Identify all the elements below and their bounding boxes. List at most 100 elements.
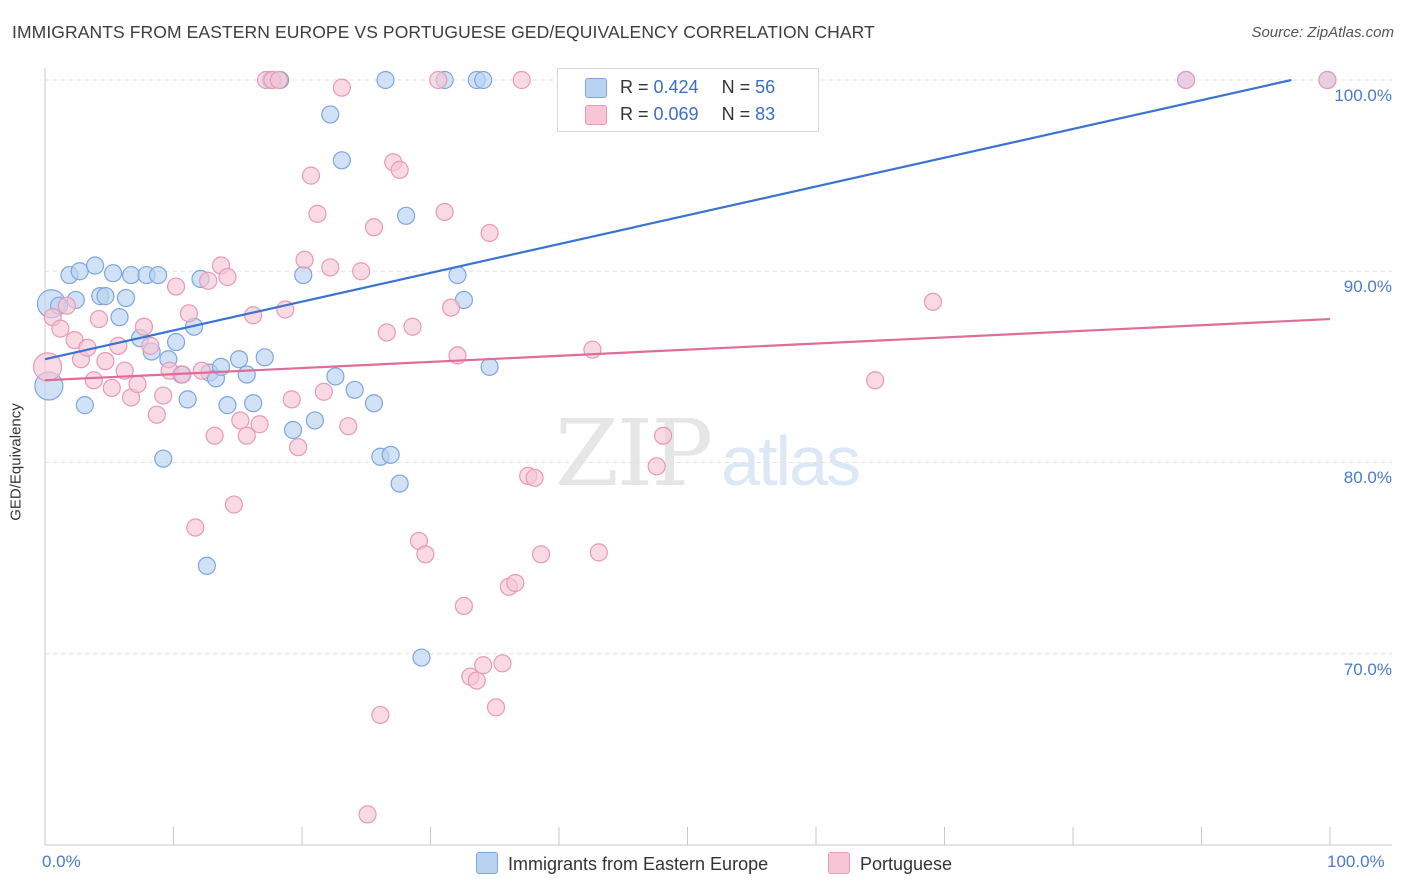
scatter-point bbox=[647, 457, 666, 476]
scatter-point bbox=[192, 361, 211, 380]
scatter-point bbox=[589, 543, 608, 562]
scatter-point bbox=[376, 70, 395, 90]
scatter-point bbox=[474, 70, 493, 90]
scatter-point bbox=[110, 308, 129, 327]
scatter-point bbox=[121, 265, 141, 285]
legend-r-value: 0.069 bbox=[653, 104, 699, 124]
scatter-point bbox=[441, 298, 461, 317]
scatter-point bbox=[531, 545, 551, 564]
scatter-point bbox=[352, 262, 371, 281]
bottom-legend-label: Immigrants from Eastern Europe bbox=[508, 854, 769, 874]
scatter-point bbox=[115, 361, 134, 380]
scatter-point bbox=[301, 166, 321, 185]
scatter-point bbox=[493, 654, 512, 673]
scatter-point bbox=[237, 365, 256, 384]
scatter-point bbox=[89, 309, 109, 329]
scatter-point bbox=[345, 380, 364, 399]
scatter-point bbox=[141, 336, 160, 355]
scatter-point bbox=[237, 426, 256, 445]
scatter-point bbox=[506, 573, 525, 593]
scatter-point bbox=[358, 805, 377, 824]
legend-r-label: R = bbox=[620, 104, 654, 124]
scatter-point bbox=[147, 405, 166, 424]
scatter-point bbox=[51, 319, 70, 338]
scatter-point bbox=[154, 386, 173, 405]
scatter-point bbox=[255, 348, 274, 367]
scatter-point bbox=[282, 390, 301, 409]
scatter-point bbox=[332, 78, 351, 97]
y-tick-label: 70.0% bbox=[1343, 660, 1392, 679]
scatter-point bbox=[866, 371, 885, 390]
scatter-point bbox=[412, 648, 431, 667]
scatter-point bbox=[339, 417, 358, 436]
scatter-point bbox=[244, 306, 263, 325]
scatter-point bbox=[96, 352, 115, 371]
y-tick-label: 80.0% bbox=[1343, 468, 1392, 487]
scatter-point bbox=[583, 340, 602, 359]
scatter-point bbox=[364, 394, 384, 413]
legend-swatch-pink bbox=[585, 105, 607, 125]
bottom-legend-swatch-blue bbox=[476, 852, 498, 874]
scatter-point bbox=[166, 332, 186, 352]
scatter-point bbox=[396, 206, 416, 225]
legend: R = 0.424 N = 56 R = 0.069 N = 83 bbox=[557, 68, 819, 132]
scatter-point bbox=[923, 292, 943, 311]
scatter-point bbox=[102, 378, 121, 398]
y-tick-label: 90.0% bbox=[1343, 277, 1392, 296]
scatter-point bbox=[283, 420, 303, 440]
trend-line bbox=[44, 78, 1292, 361]
scatter-point bbox=[416, 545, 435, 564]
scatter-point bbox=[186, 518, 205, 537]
scatter-point bbox=[1176, 70, 1196, 90]
x-tick-label: 0.0% bbox=[42, 852, 81, 871]
scatter-point bbox=[474, 656, 493, 675]
scatter-point bbox=[218, 267, 237, 287]
scatter-point bbox=[70, 262, 89, 281]
bottom-legend-swatch-pink bbox=[828, 852, 850, 874]
scatter-point bbox=[377, 323, 396, 342]
scatter-point bbox=[75, 396, 94, 415]
scatter-point bbox=[109, 336, 128, 355]
scatter-point bbox=[269, 70, 288, 90]
scatter-point bbox=[154, 449, 173, 468]
scatter-point bbox=[1318, 70, 1337, 90]
scatter-point bbox=[229, 350, 249, 369]
scatter-point bbox=[390, 474, 409, 493]
legend-r-value: 0.424 bbox=[653, 77, 699, 97]
scatter-point bbox=[231, 411, 250, 430]
scatter-point bbox=[332, 151, 351, 170]
scatter-point bbox=[390, 160, 409, 179]
scatter-point bbox=[653, 426, 673, 445]
scatter-point bbox=[166, 277, 186, 296]
bottom-legend-item-1: Immigrants from Eastern Europe bbox=[476, 852, 768, 875]
scatter-point bbox=[321, 258, 340, 277]
scatter-point bbox=[148, 265, 168, 285]
legend-n-label: N = bbox=[721, 104, 756, 124]
scatter-point bbox=[197, 556, 217, 575]
scatter-point bbox=[116, 288, 136, 308]
chart-title: IMMIGRANTS FROM EASTERN EUROPE VS PORTUG… bbox=[12, 22, 875, 42]
x-tick-label: 100.0% bbox=[1327, 852, 1385, 871]
scatter-point bbox=[480, 223, 499, 243]
legend-n-value: 83 bbox=[755, 104, 776, 124]
scatter-point bbox=[403, 317, 422, 336]
scatter-point bbox=[128, 374, 147, 394]
scatter-point bbox=[57, 296, 76, 315]
scatter-point bbox=[321, 105, 340, 124]
scatter-point bbox=[96, 287, 115, 306]
scatter-point bbox=[486, 698, 506, 717]
scatter-point bbox=[84, 371, 103, 390]
scatter-point bbox=[512, 70, 531, 90]
scatter-point bbox=[308, 204, 327, 223]
y-axis-label: GED/Equivalency bbox=[7, 403, 25, 521]
bottom-legend-item-2: Portuguese bbox=[828, 852, 952, 875]
scatter-point bbox=[294, 265, 313, 285]
scatter-point bbox=[364, 218, 384, 237]
scatter-point bbox=[480, 357, 499, 376]
scatter-point bbox=[134, 317, 154, 336]
trend-line bbox=[44, 317, 1331, 382]
legend-r-label: R = bbox=[620, 77, 654, 97]
legend-swatch-blue bbox=[585, 78, 607, 98]
scatter-point bbox=[314, 382, 333, 401]
scatter-point bbox=[326, 367, 345, 386]
